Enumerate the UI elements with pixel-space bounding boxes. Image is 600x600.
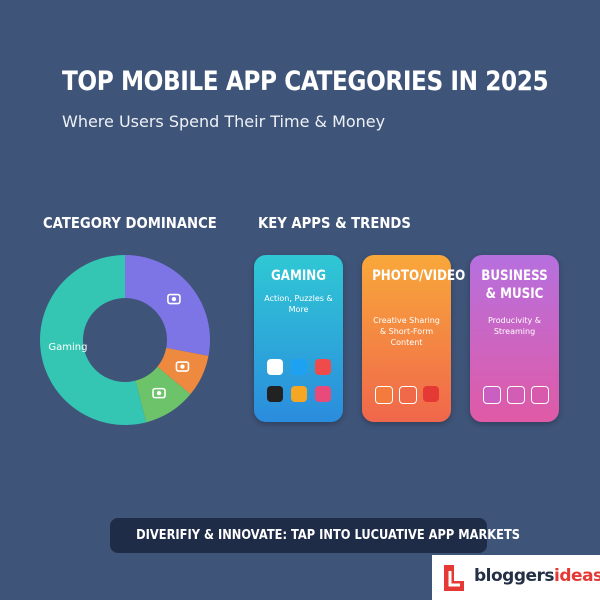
app-icon	[375, 386, 393, 404]
card: BUSINESS & MUSIC Producivity & Streaming	[470, 255, 559, 422]
app-icon	[531, 386, 549, 404]
slice-icon	[180, 364, 185, 369]
card-subtitle: Action, Puzzles & More	[264, 294, 333, 314]
card: GAMING Action, Puzzles & More	[254, 255, 343, 422]
app-icon	[483, 386, 501, 404]
app-icon	[315, 359, 331, 375]
slice-icon	[175, 361, 190, 372]
donut-slice	[39, 255, 147, 425]
app-icon	[399, 386, 417, 404]
card-subtitle: Creative Sharing & Short-Form Content	[373, 316, 440, 347]
slice-icon	[167, 293, 181, 305]
slice-icon	[156, 390, 162, 396]
logo-text: ideas	[554, 566, 600, 586]
app-icon	[507, 386, 525, 404]
app-icon	[423, 386, 439, 402]
card-subtitle: Producivity & Streaming	[487, 316, 542, 336]
app-icon	[315, 386, 331, 402]
logo-mark	[444, 565, 464, 591]
app-icon	[267, 359, 283, 375]
title: TOP MOBILE APP CATEGORIES IN 2025	[62, 66, 549, 97]
card-title: BUSINESS & MUSIC	[481, 268, 548, 302]
app-icon	[291, 386, 307, 402]
banner: DIVERIFIY & INNOVATE: TAP INTO LUCUATIVE…	[110, 518, 520, 553]
banner-text: DIVERIFIY & INNOVATE: TAP INTO LUCUATIVE…	[136, 528, 521, 543]
card-title: GAMING	[271, 268, 326, 284]
donut-slice	[125, 255, 211, 356]
donut-slice	[135, 366, 191, 423]
subtitle: Where Users Spend Their Time & Money	[62, 112, 386, 131]
logo-text: bloggers	[474, 566, 555, 586]
card: PHOTO/VIDEO Creative Sharing & Short-For…	[362, 255, 466, 422]
slice-icon	[152, 387, 166, 399]
chart-title: CATEGORY DOMINANCE	[43, 214, 217, 232]
logo: bloggersideas	[432, 555, 600, 600]
slice-icon	[171, 296, 177, 302]
app-icon	[267, 386, 283, 402]
section-title: KEY APPS & TRENDS	[258, 214, 411, 232]
card-title: PHOTO/VIDEO	[372, 268, 466, 284]
app-icon	[291, 359, 307, 375]
slice-label: Gaming	[48, 342, 87, 353]
